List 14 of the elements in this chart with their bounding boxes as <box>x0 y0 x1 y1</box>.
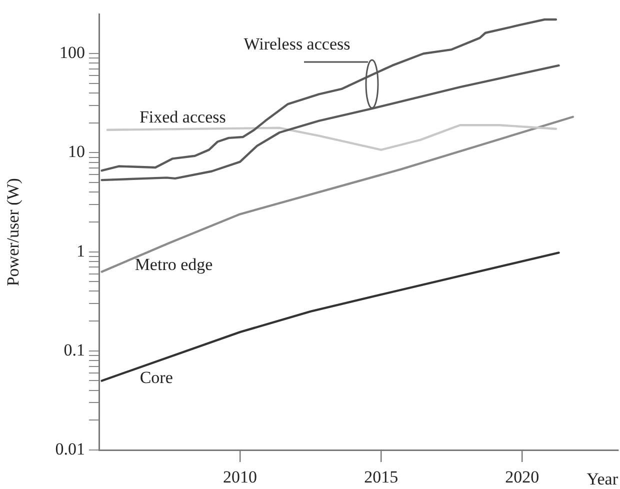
y-tick-label: 0.1 <box>64 340 85 360</box>
x-tick-label: 2015 <box>364 468 398 487</box>
series-label: Metro edge <box>134 255 213 274</box>
y-tick-label: 100 <box>60 43 85 62</box>
y-tick-label: 1 <box>76 241 85 260</box>
y-axis-title: Power/user (W) <box>4 178 23 286</box>
series-label: Fixed access <box>139 107 226 126</box>
series-label: Core <box>140 368 173 388</box>
y-tick-label: 0.01 <box>55 439 85 458</box>
x-axis-title: Year <box>586 469 618 488</box>
x-tick-label: 2020 <box>505 468 540 487</box>
y-tick-label: 10 <box>68 142 85 162</box>
annotation: Wireless access <box>244 34 350 54</box>
x-tick-label: 2010 <box>223 468 258 487</box>
